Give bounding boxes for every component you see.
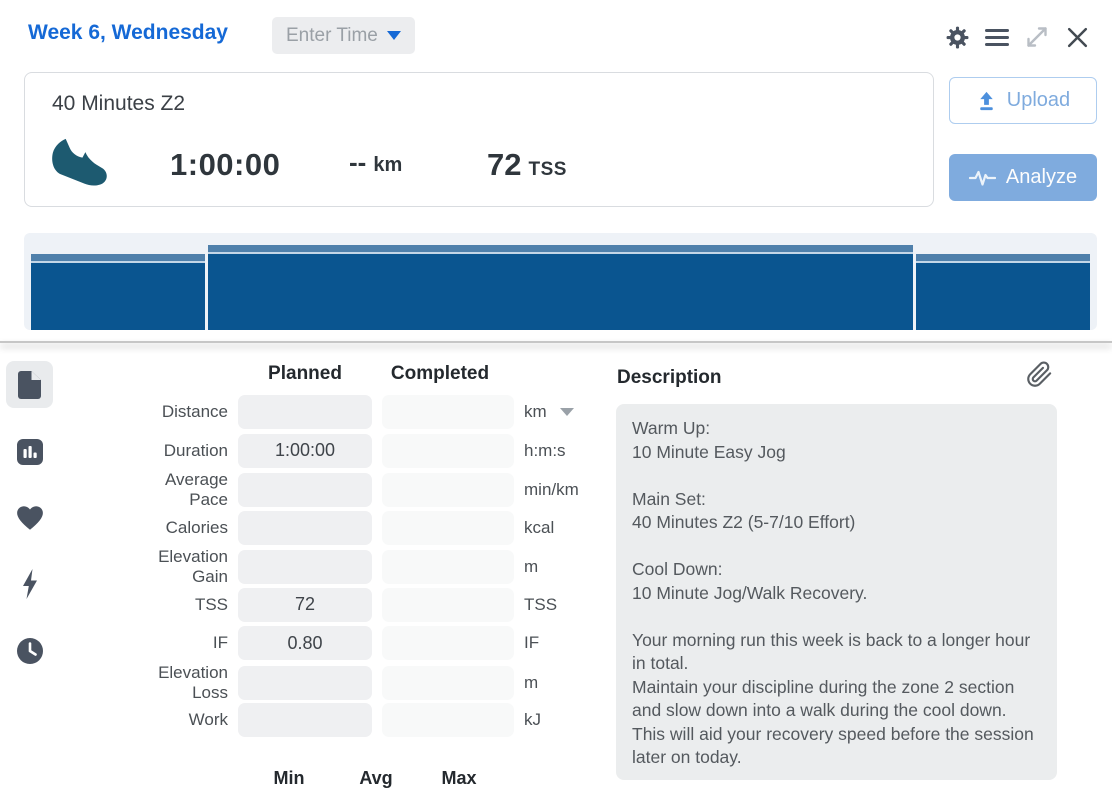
menu-icon[interactable] [984,24,1010,50]
metric-unit-label: TSS [524,594,558,614]
planned-value-input[interactable] [238,665,372,700]
metric-label: Work [188,710,228,730]
bar-chart-icon [16,438,44,466]
avg-column-header: Avg [359,768,393,788]
metric-row: Average Pace min/km [138,470,608,509]
metric-label: Duration [163,440,228,460]
metric-unit-label: h:m:s [524,440,566,460]
sidebar-tab-details[interactable] [6,361,53,408]
planned-distance-stat: -- km [349,147,402,178]
topbar-icon-group [944,24,1090,50]
metric-label: Calories [165,517,228,537]
metric-unit-label: IF [524,633,540,653]
workout-structure-chart[interactable] [24,233,1097,330]
bolt-icon [20,568,40,599]
completed-value-input[interactable] [382,433,514,468]
metric-unit-label: km [524,402,547,422]
description-text[interactable]: Warm Up: 10 Minute Easy Jog Main Set: 40 Mi… [616,404,1057,780]
min-column-header: Min [273,768,305,788]
metric-label: Elevation Loss [158,662,228,702]
analyze-button[interactable]: Analyze [949,154,1097,201]
metric-row: Calories kcal [138,509,608,548]
panel-divider [0,341,1112,343]
metric-row: Work kJ [138,701,608,740]
chevron-down-icon [386,31,401,40]
metric-unit-label: min/km [524,480,579,499]
planned-value-input[interactable] [238,626,372,661]
workout-segment-bar[interactable] [31,254,205,330]
completed-column-header: Completed [390,363,490,384]
sidebar-tab-power[interactable] [6,560,53,607]
completed-value-input[interactable] [382,473,514,507]
metric-row: TSS TSS [138,586,608,625]
tss-unit: TSS [528,159,567,180]
expand-icon[interactable] [1024,24,1050,50]
min-avg-max-header-row: Min Avg Max [138,768,608,793]
metrics-header-row: Planned Completed [138,363,608,393]
workout-title: 40 Minutes Z2 [52,92,186,115]
gear-icon[interactable] [944,24,970,50]
workout-segment-bar[interactable] [916,254,1090,330]
metric-row: Distance km [138,393,608,432]
completed-value-input[interactable] [382,395,514,430]
waveform-icon [968,168,996,188]
metric-label: Average Pace [164,470,228,509]
metric-unit-label: kJ [524,710,541,730]
completed-value-input[interactable] [382,703,514,738]
planned-value-input[interactable] [238,550,372,584]
completed-value-input[interactable] [382,587,514,622]
metric-label: Elevation Gain [158,547,228,586]
upload-icon [976,90,997,112]
max-column-header: Max [441,768,477,788]
clock-icon [16,637,44,665]
metric-label: TSS [194,594,228,614]
distance-value: -- [349,147,367,177]
workout-summary-card [24,72,934,207]
metric-label: Distance [161,402,228,422]
enter-time-dropdown[interactable]: Enter Time [272,17,415,54]
run-shoe-icon [47,136,110,196]
planned-value-input[interactable] [238,703,372,738]
paperclip-icon[interactable] [1026,360,1053,394]
distance-unit: km [373,154,403,176]
completed-value-input[interactable] [382,665,514,700]
sidebar-tab-charts[interactable] [6,428,53,475]
sidebar-tab-time[interactable] [6,627,53,674]
completed-value-input[interactable] [382,510,514,545]
metric-unit-label: m [524,557,539,576]
sidebar-tab-heart-rate[interactable] [6,494,53,541]
enter-time-label: Enter Time [286,24,378,46]
unit-dropdown-caret-icon[interactable] [559,408,574,417]
heart-icon [15,504,45,531]
document-icon [18,370,41,399]
tss-value: 72 [487,147,522,182]
analyze-button-label: Analyze [1005,166,1078,188]
completed-value-input[interactable] [382,550,514,584]
metric-unit-label: m [524,672,539,692]
planned-value-input[interactable] [238,510,372,545]
metric-row: Elevation Gain m [138,547,608,586]
page-title: Week 6, Wednesday [28,21,228,44]
planned-column-header: Planned [268,363,342,384]
planned-value-input[interactable] [238,473,372,507]
workout-segment-bar[interactable] [208,245,913,330]
metric-row: Elevation Loss m [138,663,608,702]
planned-value-input[interactable] [238,587,372,622]
close-icon[interactable] [1064,24,1090,50]
metrics-table: Planned Completed Distance km Duration h… [138,363,608,740]
metric-row: Duration h:m:s [138,432,608,471]
planned-value-input[interactable] [238,433,372,468]
metric-label: IF [212,633,228,653]
metric-unit-label: kcal [524,517,555,537]
completed-value-input[interactable] [382,626,514,661]
upload-button-label: Upload [1006,89,1071,111]
planned-tss-stat: 72 TSS [487,147,567,183]
metric-row: IF IF [138,624,608,663]
planned-duration-stat: 1:00:00 [170,147,281,182]
description-header: Description [617,367,722,388]
upload-button[interactable]: Upload [949,77,1097,124]
planned-value-input[interactable] [238,395,372,430]
